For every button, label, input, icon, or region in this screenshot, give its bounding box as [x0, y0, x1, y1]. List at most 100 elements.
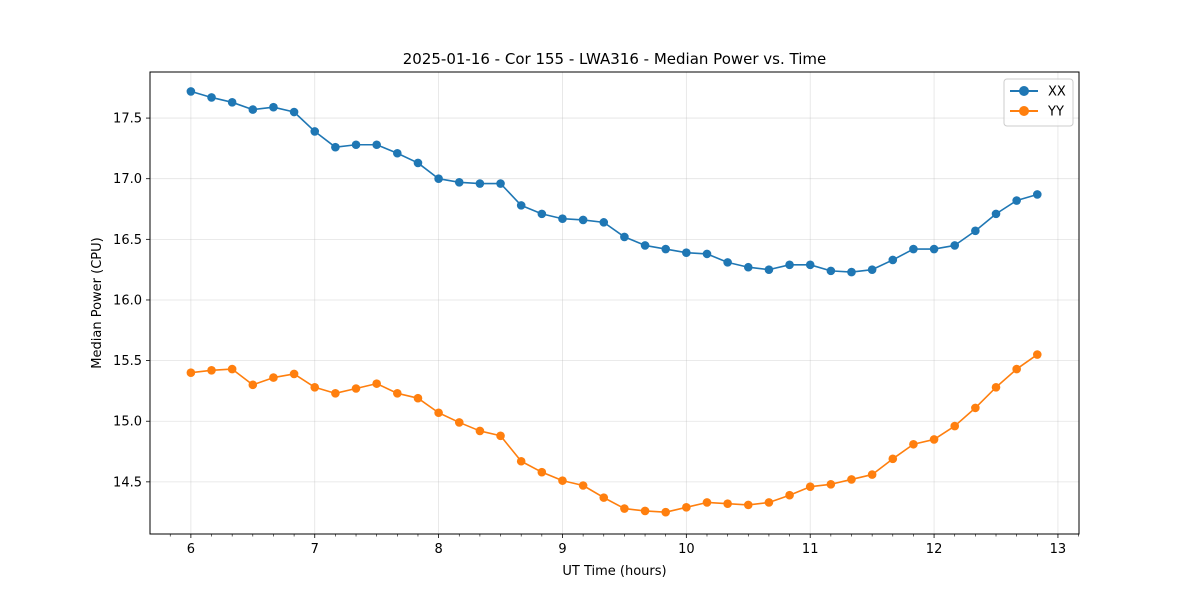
data-point-yy: [578, 481, 588, 490]
data-point-yy: [888, 454, 898, 464]
data-point-yy: [620, 504, 629, 513]
data-point-xx: [207, 93, 216, 102]
y-tick-label: 17.5: [113, 112, 142, 127]
data-point-xx: [1012, 196, 1021, 205]
y-tick-label: 17.0: [113, 172, 142, 187]
data-point-xx: [310, 127, 320, 136]
data-point-xx: [331, 142, 340, 152]
data-point-yy: [950, 421, 960, 431]
data-point-yy: [1032, 350, 1042, 359]
data-point-yy: [475, 426, 485, 436]
legend-marker-xx: [1019, 86, 1029, 96]
x-tick-label: 7: [311, 542, 319, 557]
series-line-xx: [190, 90, 1038, 273]
data-point-xx: [186, 87, 196, 96]
x-tick-label: 6: [187, 542, 195, 557]
data-point-yy: [909, 439, 918, 449]
data-point-xx: [434, 174, 443, 184]
data-point-yy: [558, 476, 567, 485]
x-tick-label: 11: [802, 542, 819, 557]
data-point-yy: [227, 364, 237, 374]
x-tick-label: 12: [926, 542, 943, 557]
data-point-xx: [475, 179, 485, 188]
series-line-yy: [190, 353, 1038, 513]
data-point-xx: [640, 241, 650, 250]
data-point-xx: [351, 140, 361, 150]
y-tick-label: 14.5: [113, 475, 142, 490]
data-point-yy: [971, 403, 980, 413]
data-point-yy: [640, 506, 650, 516]
data-point-yy: [331, 389, 340, 398]
data-point-xx: [248, 105, 258, 114]
data-point-xx: [496, 179, 505, 188]
series-yy: [186, 350, 1042, 517]
data-point-yy: [516, 456, 526, 466]
data-point-yy: [785, 490, 794, 500]
data-point-yy: [599, 493, 609, 502]
x-axis-label: UT Time (hours): [562, 564, 666, 579]
y-tick-label: 15.5: [113, 354, 142, 369]
x-tick-label: 13: [1050, 542, 1067, 557]
data-point-yy: [393, 389, 402, 398]
data-point-yy: [537, 467, 547, 477]
data-point-xx: [743, 262, 753, 272]
data-point-xx: [227, 98, 237, 107]
series-xx: [186, 87, 1042, 277]
data-point-yy: [207, 365, 216, 375]
data-point-xx: [805, 260, 815, 270]
y-tick-label: 15.0: [113, 415, 142, 430]
data-point-yy: [702, 498, 712, 507]
y-axis-label: Median Power (CPU): [90, 237, 105, 368]
legend: XX YY: [1003, 78, 1074, 127]
data-point-xx: [723, 258, 732, 267]
data-point-yy: [186, 368, 196, 378]
legend-marker-yy: [1019, 106, 1029, 116]
data-point-xx: [764, 265, 774, 274]
data-point-yy: [289, 369, 299, 379]
data-point-xx: [826, 266, 836, 276]
data-point-xx: [847, 267, 856, 277]
y-tick-label: 16.5: [113, 233, 142, 248]
data-point-xx: [682, 248, 691, 257]
data-point-xx: [785, 260, 794, 270]
plot-area-frame: [149, 71, 1080, 535]
data-point-xx: [413, 158, 423, 168]
data-point-xx: [620, 232, 629, 242]
x-tick-label: 8: [434, 542, 442, 557]
data-point-xx: [393, 148, 402, 158]
data-point-yy: [269, 373, 278, 382]
data-point-xx: [888, 255, 898, 265]
data-point-yy: [805, 482, 815, 492]
data-point-yy: [434, 408, 443, 418]
data-point-xx: [950, 241, 960, 250]
data-point-xx: [289, 107, 299, 117]
data-point-yy: [248, 380, 258, 390]
data-point-yy: [847, 475, 856, 484]
data-point-xx: [971, 226, 980, 236]
data-point-xx: [909, 244, 918, 254]
data-point-yy: [351, 384, 361, 393]
data-point-xx: [867, 265, 877, 274]
data-point-yy: [682, 503, 691, 512]
data-point-xx: [578, 215, 588, 225]
axis-ticks: 6 7 8 9 10 11 12 13 14.5 15.0 15.5 16.0 16.5 17.0 17.5: [113, 112, 1079, 557]
data-point-yy: [743, 500, 753, 510]
data-point-xx: [702, 249, 712, 259]
data-point-yy: [764, 498, 774, 507]
data-series: [186, 87, 1042, 517]
data-point-yy: [826, 479, 836, 489]
data-point-xx: [454, 178, 464, 187]
data-point-yy: [991, 382, 1001, 392]
data-point-xx: [372, 140, 381, 150]
data-point-yy: [310, 382, 320, 392]
data-point-xx: [991, 209, 1001, 219]
data-point-yy: [867, 470, 877, 479]
data-point-yy: [413, 393, 423, 403]
y-tick-label: 16.0: [113, 293, 142, 308]
data-point-yy: [929, 435, 939, 444]
data-point-xx: [269, 102, 278, 112]
data-point-xx: [929, 244, 939, 254]
data-point-yy: [661, 507, 670, 517]
x-tick-label: 10: [678, 542, 695, 557]
